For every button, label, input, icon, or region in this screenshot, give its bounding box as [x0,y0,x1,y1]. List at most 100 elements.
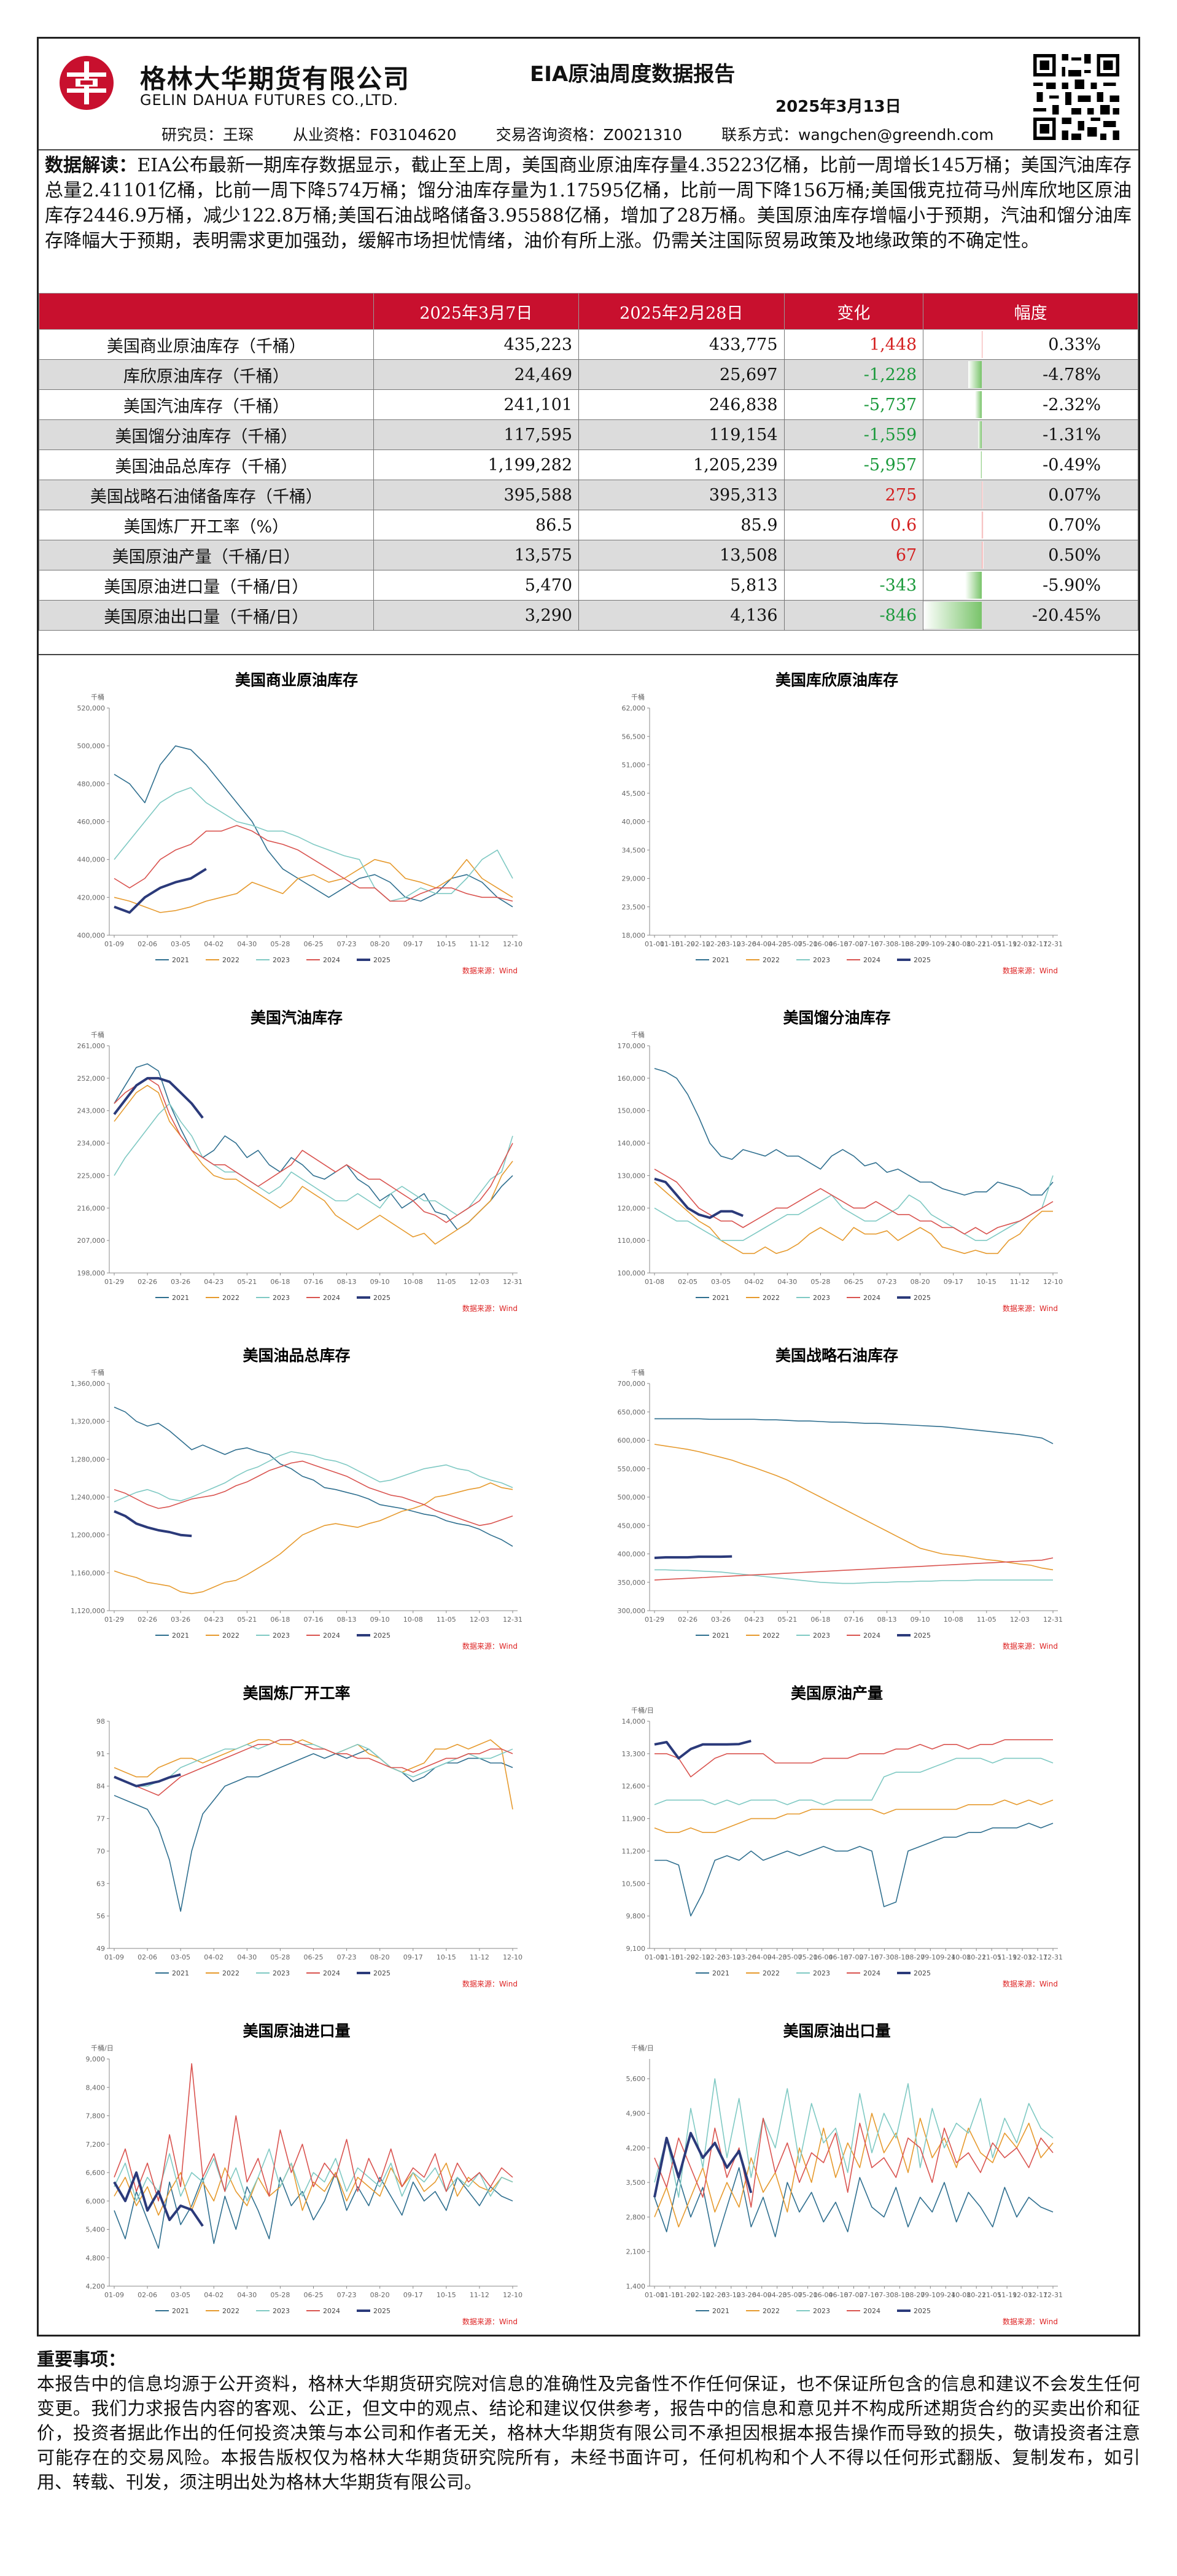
chart-c7: 美国炼厂开工率 49 56 63 70 77 84 91 98 01-09 02-06 03-05 04… [51,1675,579,2007]
x-tick-label: 12-31 [1043,1953,1063,1961]
contact-email[interactable]: 联系方式：wangchen@greendh.com [721,126,994,144]
x-tick-label: 04-02 [744,1278,764,1286]
y-tick-label: 120,000 [618,1204,646,1212]
x-tick-label: 12-17 [1028,940,1047,948]
y-tick-label: 207,000 [77,1237,106,1245]
x-tick-label: 07-02 [844,1953,864,1961]
y-tick-label: 29,000 [622,875,646,883]
legend-label: 2022 [222,1969,239,1977]
x-tick-label: 01-29 [104,1616,124,1624]
table-row: 美国原油出口量（千桶/日） 3,290 4,136 -846 -20.45% [39,600,1138,631]
row-name: 美国炼厂开工率（%） [39,510,374,540]
y-tick-label: 500,000 [618,1493,646,1501]
x-tick-label: 03-12 [721,940,741,948]
x-tick-label: 01-09 [104,1953,124,1961]
chart-c10: 美国原油出口量 千桶/日 1,400 2,100 2,800 3,500 4,200 4,90… [591,2013,1119,2344]
qr-code-icon [1030,51,1122,143]
row-percent-value: 0.70% [923,510,1138,540]
x-tick-label: 03-12 [721,1953,741,1961]
x-tick-label: 02-26 [138,1616,157,1624]
x-tick-label: 01-08 [645,1278,664,1286]
y-tick-label: 350,000 [618,1579,646,1587]
chart-c1: 美国商业原油库存 千桶 400,000 420,000 440,000 460,000 48… [51,662,579,994]
qualification-number: 从业资格：F03104620 [292,126,457,144]
chart-c2: 美国库欣原油库存 千桶 18,000 23,500 29,000 34,500 40,000… [591,662,1119,1030]
source-label: 数据来源：Wind [462,1304,518,1313]
y-tick-label: 400,000 [77,932,106,940]
legend-label: 2022 [763,1294,780,1302]
header-divider [39,149,1138,150]
x-tick-label: 09-10 [920,940,940,948]
legend-label: 2022 [222,2307,239,2315]
x-tick-label: 12-31 [1043,1616,1063,1624]
percent-text: 0.50% [1048,545,1101,565]
x-tick-label: 09-24 [936,940,955,948]
legend-label: 2023 [813,1969,830,1977]
chart-title: 美国战略石油库存 [775,1347,898,1364]
source-label: 数据来源：Wind [1003,1641,1058,1651]
x-tick-label: 01-29 [675,940,695,948]
x-tick-label: 08-20 [370,2291,390,2299]
y-tick-label: 1,240,000 [71,1493,105,1501]
legend-label: 2024 [323,1294,340,1302]
y-tick-label: 56,500 [622,733,646,741]
y-tick-label: 1,280,000 [71,1455,105,1463]
x-tick-label: 09-17 [403,1953,423,1961]
y-tick-label: 550,000 [618,1465,646,1473]
x-tick-label: 12-17 [1028,2291,1047,2299]
x-tick-label: 05-21 [798,940,818,948]
y-tick-label: 4,900 [626,2109,646,2117]
legend-label: 2023 [273,1632,290,1640]
x-tick-label: 05-28 [810,1278,830,1286]
series-line-2024 [655,1739,1053,1778]
x-tick-label: 02-06 [138,1953,157,1961]
x-tick-label: 05-21 [237,1616,257,1624]
y-tick-label: 18,000 [622,932,646,940]
series-line-2025 [113,1076,204,1119]
chart-c3: 美国汽油库存 千桶 198,000 207,000 216,000 225,000 234,… [51,1000,579,1331]
x-tick-label: 12-10 [503,1953,522,1961]
x-tick-label: 07-23 [337,940,357,948]
x-tick-label: 06-25 [304,1953,324,1961]
series-line-2021 [114,1063,513,1231]
x-tick-label: 04-23 [204,1616,223,1624]
row-percent-value: -5.90% [923,570,1138,601]
series-line-2023 [654,1175,1054,1241]
legend-label: 2022 [222,956,239,964]
row-change-value: 67 [783,540,924,570]
x-tick-label: 01-15 [660,2291,680,2299]
row-current-value: 24,469 [373,359,580,390]
row-current-value: 395,588 [373,480,580,510]
series-line-2025 [114,868,207,914]
legend-label: 2024 [323,956,340,964]
series-line-2023 [654,2078,1054,2198]
x-tick-label: 08-13 [337,1616,357,1624]
row-change-value: 0.6 [783,510,924,540]
percent-bar [982,481,984,508]
chart-title: 美国原油产量 [791,1684,883,1702]
disclaimer-title: 重要事项： [37,2349,126,2370]
row-previous-value: 119,154 [578,419,785,450]
row-percent-value: 0.50% [923,540,1138,570]
legend-label: 2023 [813,956,830,964]
report-header: 格林大华期货有限公司 GELIN DAHUA FUTURES CO.,LTD. … [39,39,1138,146]
x-tick-label: 11-05 [977,1616,996,1624]
series-line-2025 [654,1177,744,1220]
researcher-name: 研究员：王琛 [161,126,254,144]
source-label: 数据来源：Wind [462,966,518,975]
x-tick-label: 07-30 [874,1953,894,1961]
chart-c4: 美国馏分油库存 千桶 100,000 110,000 120,000 130,000 140… [591,1000,1119,1331]
x-tick-label: 12-31 [1043,2291,1063,2299]
chart-title: 美国库欣原油库存 [775,671,898,689]
y-tick-label: 23,500 [622,903,646,911]
x-tick-label: 04-30 [237,1953,257,1961]
company-name-en: GELIN DAHUA FUTURES CO.,LTD. [140,91,398,109]
y-tick-label: 198,000 [77,1269,106,1277]
x-tick-label: 11-12 [1010,1278,1030,1286]
chart-title: 美国汽油库存 [251,1009,343,1027]
series-line-2022 [114,858,513,913]
x-tick-label: 10-08 [403,1616,423,1624]
row-change-value: -1,228 [783,359,924,390]
series-line-2025 [653,2131,753,2198]
series-line-2022 [654,1799,1054,1834]
